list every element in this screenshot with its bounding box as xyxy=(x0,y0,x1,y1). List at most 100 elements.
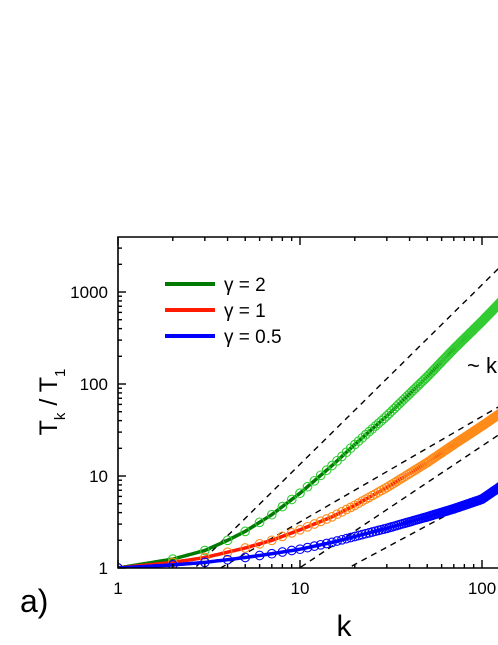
data-point xyxy=(496,482,498,491)
data-point xyxy=(277,547,288,557)
data-point xyxy=(315,470,326,481)
data-point xyxy=(327,511,337,522)
data-point xyxy=(496,297,498,306)
data-point xyxy=(327,537,337,548)
data-point xyxy=(376,415,387,426)
data-point xyxy=(315,539,326,550)
data-point xyxy=(277,501,288,512)
data-point xyxy=(309,519,320,529)
axis-frame xyxy=(117,236,498,569)
data-point xyxy=(332,536,342,546)
data-point xyxy=(370,421,381,431)
data-point xyxy=(384,481,395,491)
data-point xyxy=(349,531,360,542)
y-label-sub-k: k xyxy=(52,412,69,420)
data-point xyxy=(384,408,395,419)
data-point xyxy=(357,432,368,443)
data-point xyxy=(495,298,498,307)
legend-label-gamma-0-5: γ = 0.5 xyxy=(224,327,282,348)
data-point xyxy=(494,482,498,493)
data-point xyxy=(494,299,498,309)
data-point xyxy=(360,429,371,440)
data-point xyxy=(494,482,498,492)
data-point xyxy=(266,535,277,546)
data-point xyxy=(266,548,277,559)
data-point xyxy=(199,545,210,556)
data-point xyxy=(387,479,397,490)
data-point xyxy=(496,482,498,490)
reference-line-2 xyxy=(219,406,498,568)
slope-annotation: ~ k xyxy=(467,353,498,378)
data-point xyxy=(373,487,384,497)
series-gamma-1 xyxy=(118,409,498,568)
data-point xyxy=(277,531,288,542)
y-ticks: 1 10 100 1000 xyxy=(70,247,126,578)
data-point xyxy=(495,482,498,491)
legend: γ = 2 γ = 1 γ = 0.5 xyxy=(165,275,282,348)
series-gamma-2 xyxy=(118,297,498,568)
data-point xyxy=(295,488,305,499)
data-point xyxy=(373,418,384,429)
data-point xyxy=(337,506,347,517)
data-point xyxy=(412,381,422,392)
y-label-main: T xyxy=(35,420,63,435)
data-point xyxy=(254,517,265,528)
x-axis-label: k xyxy=(337,610,353,643)
data-point xyxy=(493,483,498,493)
data-point xyxy=(302,481,313,492)
data-point xyxy=(367,423,378,434)
data-point xyxy=(381,411,392,421)
data-point xyxy=(222,547,233,558)
reference-line-3 xyxy=(298,434,498,568)
data-point xyxy=(370,488,381,499)
series-line xyxy=(118,412,498,568)
data-point xyxy=(309,475,320,486)
data-point xyxy=(415,378,426,388)
data-point xyxy=(222,535,233,546)
data-point xyxy=(337,534,347,545)
data-point xyxy=(494,409,498,419)
data-point xyxy=(493,299,498,310)
data-point xyxy=(353,530,364,541)
data-point xyxy=(254,550,265,561)
y-tick-label: 1000 xyxy=(70,283,108,302)
y-tick-label: 100 xyxy=(80,375,108,394)
data-point xyxy=(321,538,332,549)
y-tick-label: 10 xyxy=(89,467,108,486)
data-point xyxy=(496,409,498,417)
data-point xyxy=(410,383,421,394)
data-point xyxy=(379,413,390,424)
data-point xyxy=(309,541,320,551)
data-point xyxy=(266,509,277,520)
data-point xyxy=(240,552,251,563)
x-tick-label: 100 xyxy=(468,579,496,598)
y-label-mid: / T xyxy=(35,377,63,413)
data-point xyxy=(496,297,498,305)
data-point xyxy=(302,521,313,532)
data-point xyxy=(495,409,498,418)
data-point xyxy=(494,298,498,308)
data-point xyxy=(167,560,178,568)
data-point xyxy=(357,529,368,540)
data-point xyxy=(315,516,326,527)
x-tick-label: 1 xyxy=(113,579,122,598)
x-tick-label: 10 xyxy=(291,579,310,598)
series-gamma-0-5 xyxy=(118,482,498,568)
data-point xyxy=(414,379,424,390)
data-point xyxy=(254,538,265,549)
data-point xyxy=(286,528,297,538)
y-axis-label: Tk / T1 xyxy=(35,369,69,436)
data-point xyxy=(302,542,313,553)
legend-label-gamma-2: γ = 2 xyxy=(224,275,266,296)
data-point xyxy=(408,385,419,395)
data-point xyxy=(240,543,251,553)
data-point xyxy=(240,526,251,537)
data-point xyxy=(364,426,375,437)
data-point xyxy=(381,482,392,493)
panel-label: a) xyxy=(20,583,48,619)
data-point xyxy=(295,544,305,555)
data-point xyxy=(496,409,498,416)
legend-label-gamma-1: γ = 1 xyxy=(224,301,266,322)
data-point xyxy=(286,494,297,505)
